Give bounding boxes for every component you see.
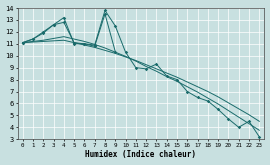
X-axis label: Humidex (Indice chaleur): Humidex (Indice chaleur) bbox=[86, 150, 197, 159]
